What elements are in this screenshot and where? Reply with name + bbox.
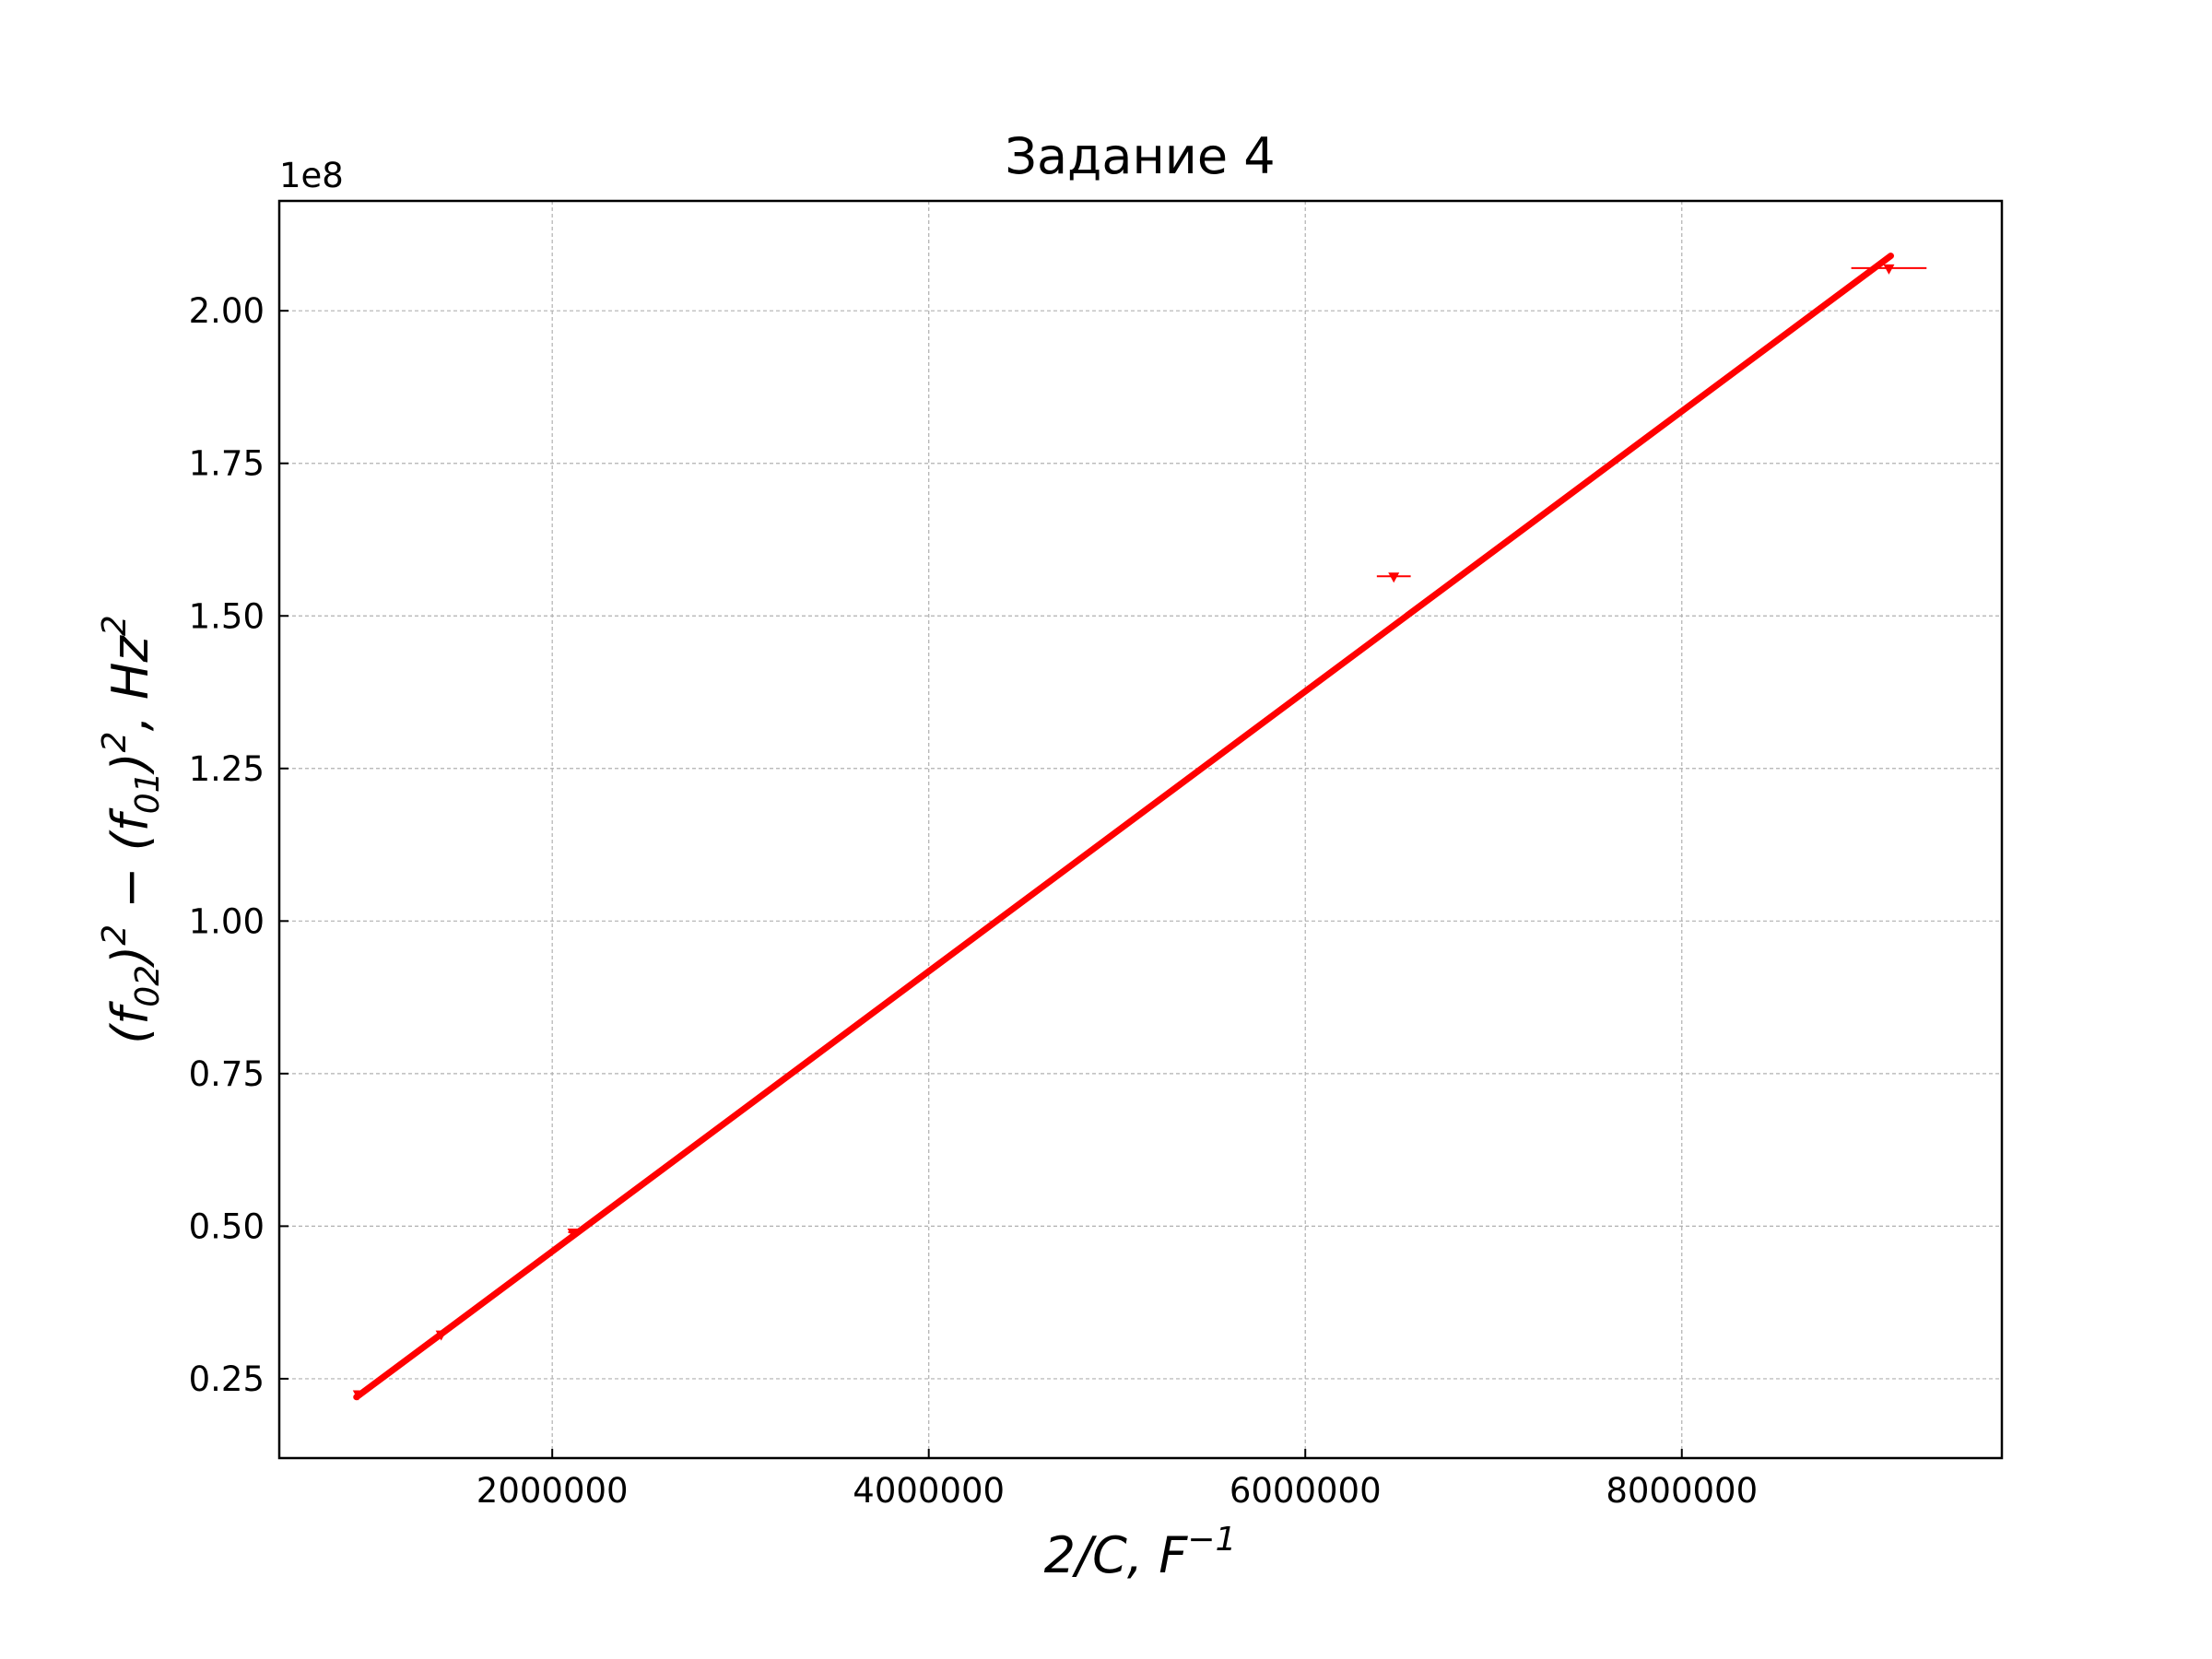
y-tick-label: 2.00 xyxy=(189,291,265,331)
y-tick-label: 1.00 xyxy=(189,901,265,941)
y-axis-label: (f02)2 − (f01)2, Hz2 xyxy=(96,615,167,1044)
grid xyxy=(279,201,2002,1458)
x-axis-label: 2/C, F−1 xyxy=(1044,1521,1237,1584)
plot-frame xyxy=(277,199,2004,1460)
data-point xyxy=(567,1229,579,1240)
chart-title: Задание 4 xyxy=(1005,127,1275,185)
y-tick-label: 0.50 xyxy=(189,1206,265,1246)
data-point xyxy=(352,1390,364,1401)
fit-line-group xyxy=(353,253,1894,1401)
x-tick-label: 2000000 xyxy=(477,1471,629,1511)
y-offset-label: 1e8 xyxy=(279,156,344,195)
data-point xyxy=(1851,264,1927,275)
data-point xyxy=(435,1330,447,1341)
point-marker xyxy=(567,1229,579,1240)
y-tick-label: 1.50 xyxy=(189,596,265,636)
point-marker xyxy=(1388,572,1400,583)
x-tick-label: 8000000 xyxy=(1606,1471,1758,1511)
y-ticks: 0.25 0.50 0.75 1.00 1.25 1.50 1.75 2.00 xyxy=(189,291,288,1399)
point-marker xyxy=(352,1390,364,1401)
y-tick-label: 1.75 xyxy=(189,444,265,484)
fit-line xyxy=(353,253,1894,1401)
y-tick-label: 0.75 xyxy=(189,1054,265,1094)
data-points xyxy=(352,264,1927,1401)
point-marker xyxy=(1883,264,1895,275)
x-tick-label: 4000000 xyxy=(853,1471,1005,1511)
data-point xyxy=(1376,572,1411,583)
y-tick-label: 1.25 xyxy=(189,749,265,789)
x-ticks: 2000000 4000000 6000000 8000000 xyxy=(477,1449,1758,1511)
y-tick-label: 0.25 xyxy=(189,1359,265,1399)
x-tick-label: 6000000 xyxy=(1230,1471,1382,1511)
point-marker xyxy=(435,1330,447,1341)
